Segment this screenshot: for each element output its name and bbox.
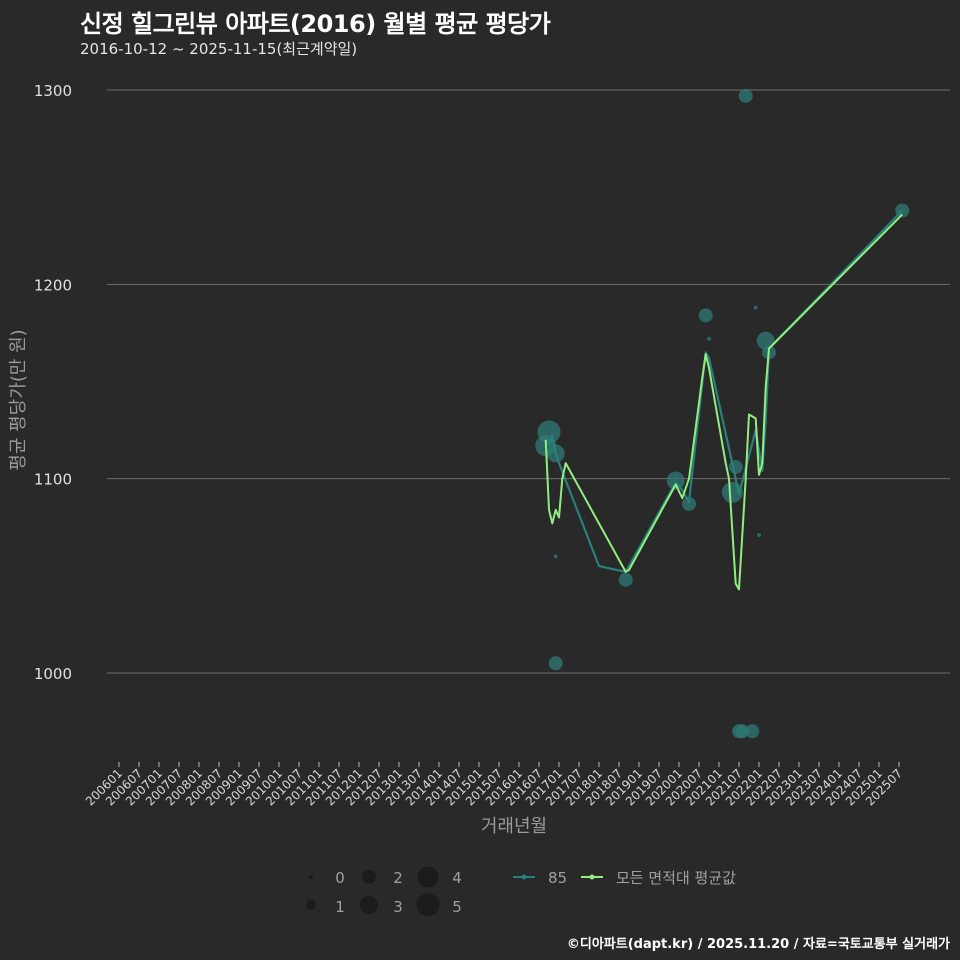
footer-credit: ©디아파트(dapt.kr) / 2025.11.20 / 자료=국토교통부 실…	[566, 937, 950, 952]
legend-size-label: 5	[452, 898, 462, 916]
legend-series-label: 85	[548, 869, 567, 887]
bubble-point	[537, 420, 561, 444]
bubble-point	[553, 554, 558, 559]
bubble-point	[738, 88, 753, 103]
bubble-point	[757, 533, 761, 538]
legend-size-label: 3	[393, 898, 403, 916]
bubble-point	[756, 331, 775, 350]
y-tick-label: 1000	[34, 665, 72, 683]
line-all-sizes-average	[544, 213, 904, 591]
bubble-point	[698, 308, 713, 323]
legend-size-key	[309, 875, 313, 879]
legend-series-label: 모든 면적대 평균값	[616, 869, 736, 887]
bubble-point	[618, 572, 633, 587]
y-tick-label: 1300	[34, 82, 72, 100]
bubble-point	[707, 336, 711, 341]
bubble-point	[682, 496, 696, 511]
legend-point-key	[521, 874, 527, 880]
bubble-point	[666, 471, 685, 490]
legend-size-key	[360, 896, 378, 914]
legend-size-key	[417, 866, 439, 888]
legend-point-key	[589, 874, 595, 880]
legend-size-label: 1	[335, 898, 345, 916]
legend-size-key	[416, 893, 440, 917]
line-85	[547, 209, 904, 573]
bubble-point	[548, 656, 563, 671]
y-axis-label: 평균 평당가(만 원)	[8, 329, 29, 470]
chart-title: 신정 힐그린뷰 아파트(2016) 월별 평균 평당가	[80, 10, 551, 38]
bubble-point	[735, 724, 750, 739]
series-lines	[544, 209, 904, 591]
y-tick-label: 1200	[34, 276, 72, 294]
legend-size-label: 4	[452, 869, 462, 887]
legend-size-label: 2	[393, 869, 403, 887]
legend-size-label: 0	[335, 869, 345, 887]
chart-subtitle: 2016-10-12 ~ 2025-11-15(최근계약일)	[80, 40, 358, 58]
x-axis-label: 거래년월	[481, 816, 547, 837]
y-axis-ticks: 1000 1100 1200 1300	[34, 82, 72, 683]
legend-size-key	[362, 870, 376, 884]
bubble-point	[728, 460, 743, 475]
legend: 0 1 2 3 4 5 85 모든 면적대 평균값	[306, 866, 736, 917]
bubble-point	[753, 305, 758, 310]
x-axis-ticks: 2006012006072007012007072008012008072009…	[83, 762, 905, 809]
gridlines	[107, 89, 950, 674]
legend-size-key	[306, 900, 316, 910]
bubble-point	[745, 724, 760, 739]
y-tick-label: 1100	[34, 471, 72, 489]
